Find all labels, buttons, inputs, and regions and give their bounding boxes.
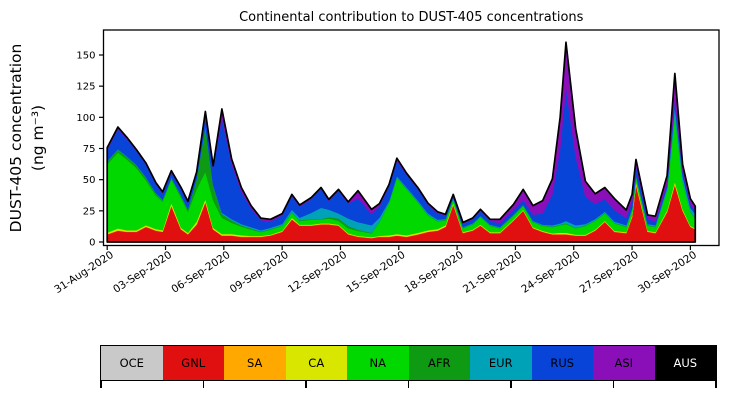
legend-axis-tick <box>202 380 205 388</box>
chart-outline <box>106 41 697 243</box>
y-tick-label: 150 <box>76 50 95 61</box>
legend-item-ca: CA <box>285 346 347 380</box>
x-tick-label: 03-Sep-2020 <box>111 249 174 296</box>
x-tick-label: 27-Sep-2020 <box>578 249 641 296</box>
x-tick-label: 18-Sep-2020 <box>403 249 466 296</box>
x-tick-label: 31-Aug-2020 <box>52 249 116 296</box>
legend-item-gnl: GNL <box>162 346 224 380</box>
legend-item-eur: EUR <box>470 346 532 380</box>
legend-item-asi: ASI <box>593 346 655 380</box>
legend-item-na: NA <box>347 346 409 380</box>
x-tick-label: 15-Sep-2020 <box>344 249 407 296</box>
legend-axis-tick <box>100 380 102 388</box>
legend-item-rus: RUS <box>531 346 593 380</box>
y-axis-label-units: (ng m⁻³) <box>29 105 47 171</box>
legend-axis-tick <box>715 380 717 388</box>
x-tick-label: 24-Sep-2020 <box>519 249 582 296</box>
y-tick-label: 75 <box>83 144 96 155</box>
legend-item-oce: OCE <box>101 346 163 380</box>
legend-axis-tick <box>407 380 410 388</box>
x-tick-label: 12-Sep-2020 <box>286 249 349 296</box>
chart-title: Continental contribution to DUST-405 con… <box>239 10 584 25</box>
plot-border <box>102 29 720 247</box>
legend-item-aus: AUS <box>654 346 716 380</box>
y-tick-label: 25 <box>83 206 96 217</box>
legend-axis-tick <box>612 380 615 388</box>
legend-item-sa: SA <box>224 346 286 380</box>
legend-item-afr: AFR <box>408 346 470 380</box>
y-axis-label: DUST-405 concentration <box>7 44 25 233</box>
x-tick-label: 30-Sep-2020 <box>636 249 699 296</box>
continent-legend: OCE GNL SA CA NA AFR EUR RUS ASI AUS <box>100 345 717 381</box>
y-tick-label: 50 <box>83 175 96 186</box>
y-tick-label: 100 <box>76 113 95 124</box>
y-tick-label: 125 <box>76 82 95 93</box>
x-tick-label: 06-Sep-2020 <box>169 249 232 296</box>
legend-axis-tick <box>305 380 307 388</box>
legend-axis-tick <box>510 380 512 388</box>
x-tick-label: 09-Sep-2020 <box>228 249 291 296</box>
y-tick-label: 0 <box>89 238 95 249</box>
x-tick-label: 21-Sep-2020 <box>461 249 524 296</box>
